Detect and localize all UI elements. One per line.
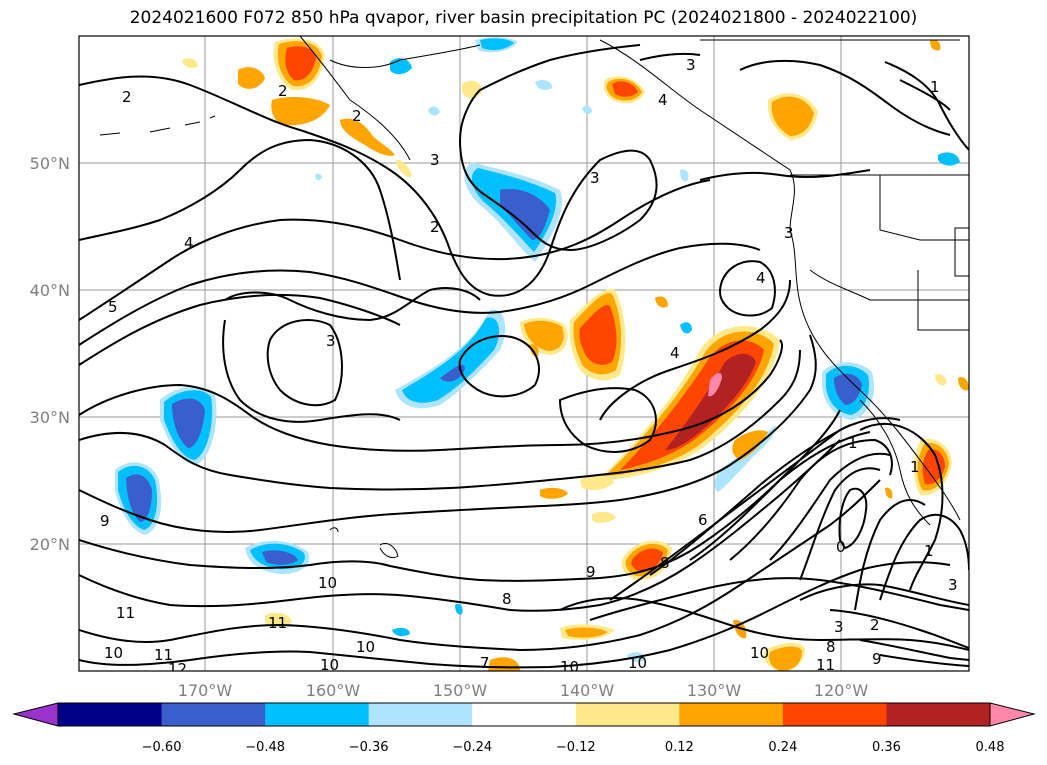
map-area	[79, 36, 969, 671]
positive-pc-fills	[182, 38, 969, 671]
colorbar-segment	[58, 703, 163, 726]
contour-label: 9	[100, 512, 110, 530]
colorbar-tick-label: −0.12	[556, 740, 596, 755]
colorbar-segment	[679, 703, 784, 726]
contour-label: 5	[108, 298, 118, 316]
longitude-labels: 170°W 160°W 150°W 140°W 130°W 120°W	[178, 681, 869, 700]
contour-label: 4	[670, 344, 680, 362]
colorbar: −0.60 −0.48 −0.36 −0.24 −0.12 0.12 0.24 0.36 0.4…	[12, 702, 1036, 755]
contour-label: 3	[784, 224, 794, 242]
contour-label: 4	[658, 91, 668, 109]
map-frame	[78, 35, 970, 672]
lat-label: 50°N	[30, 154, 70, 173]
lon-label: 170°W	[178, 681, 233, 700]
contour-label: 11	[816, 656, 835, 674]
contour-label: 8	[826, 638, 836, 656]
contour-label: 6	[698, 511, 708, 529]
contour-label: 10	[356, 638, 375, 656]
contour-label: 4	[756, 269, 766, 287]
coastlines	[99, 36, 969, 559]
contour-label: 10	[560, 658, 579, 676]
lon-label: 160°W	[306, 681, 361, 700]
colorbar-segment	[161, 703, 266, 726]
contour-label: 0	[836, 538, 846, 556]
contour-label: 10	[750, 644, 769, 662]
colorbar-tick-label: −0.48	[245, 740, 285, 755]
contour-label: 10	[320, 656, 339, 674]
contour-label: 11	[154, 646, 173, 664]
contour-label: 1	[848, 434, 858, 452]
map-title: 2024021600 F072 850 hPa qvapor, river ba…	[129, 8, 918, 28]
contour-label: 11	[268, 614, 287, 632]
contour-labels: 2 2 2 2 3 3 3 4 4 4 5 3 3 4 1 1 1 1 0 3 …	[100, 56, 958, 678]
colorbar-tick-label: −0.60	[142, 740, 182, 755]
contour-label: 1	[910, 458, 920, 476]
lon-label: 120°W	[814, 681, 869, 700]
contour-label: 3	[948, 576, 958, 594]
colorbar-segment	[368, 703, 473, 726]
contour-label: 4	[184, 234, 194, 252]
colorbar-tick-label: 0.48	[976, 740, 1005, 755]
contour-label: 3	[590, 169, 600, 187]
contour-label: 2	[430, 218, 440, 236]
contour-label: 12	[168, 660, 187, 678]
contour-label: 10	[104, 644, 123, 662]
colorbar-segment	[575, 703, 680, 726]
colorbar-extension-high	[990, 703, 1034, 726]
contour-label: 2	[870, 616, 880, 634]
lat-label: 40°N	[30, 281, 70, 300]
qvapor-contours	[79, 44, 969, 669]
colorbar-tick-label: −0.24	[452, 740, 492, 755]
lat-label: 30°N	[30, 408, 70, 427]
latitude-labels: 50°N 40°N 30°N 20°N	[30, 154, 70, 554]
lon-label: 140°W	[560, 681, 615, 700]
contour-label: 3	[430, 151, 440, 169]
contour-label: 10	[628, 654, 647, 672]
contour-label: 8	[660, 554, 670, 572]
contour-label: 3	[686, 56, 696, 74]
contour-label: 7	[480, 654, 490, 672]
lat-label: 20°N	[30, 535, 70, 554]
colorbar-segment	[265, 703, 370, 726]
contour-label: 2	[278, 82, 288, 100]
contour-label: 1	[930, 78, 940, 96]
contour-label: 3	[326, 332, 336, 350]
colorbar-tick-label: 0.36	[872, 740, 901, 755]
contour-label: 9	[586, 563, 596, 581]
contour-label: 2	[122, 88, 132, 106]
contour-label: 10	[318, 574, 337, 592]
colorbar-extension-low	[14, 703, 58, 726]
contour-label: 2	[352, 107, 362, 125]
lon-label: 130°W	[687, 681, 742, 700]
colorbar-segments	[14, 703, 1034, 726]
contour-label: 1	[924, 542, 934, 560]
colorbar-segment	[782, 703, 887, 726]
contour-label: 11	[116, 604, 135, 622]
colorbar-segment	[472, 703, 577, 726]
colorbar-tick-label: 0.24	[768, 740, 797, 755]
lon-label: 150°W	[433, 681, 488, 700]
contour-label: 9	[872, 650, 882, 668]
colorbar-outline	[57, 702, 991, 727]
colorbar-tick-label: −0.36	[349, 740, 389, 755]
contour-label: 3	[834, 618, 844, 636]
colorbar-tick-label: 0.12	[665, 740, 694, 755]
colorbar-segment	[886, 703, 991, 726]
colorbar-ticks: −0.60 −0.48 −0.36 −0.24 −0.12 0.12 0.24 0.36 0.4…	[142, 740, 1005, 755]
contour-label: 8	[502, 590, 512, 608]
